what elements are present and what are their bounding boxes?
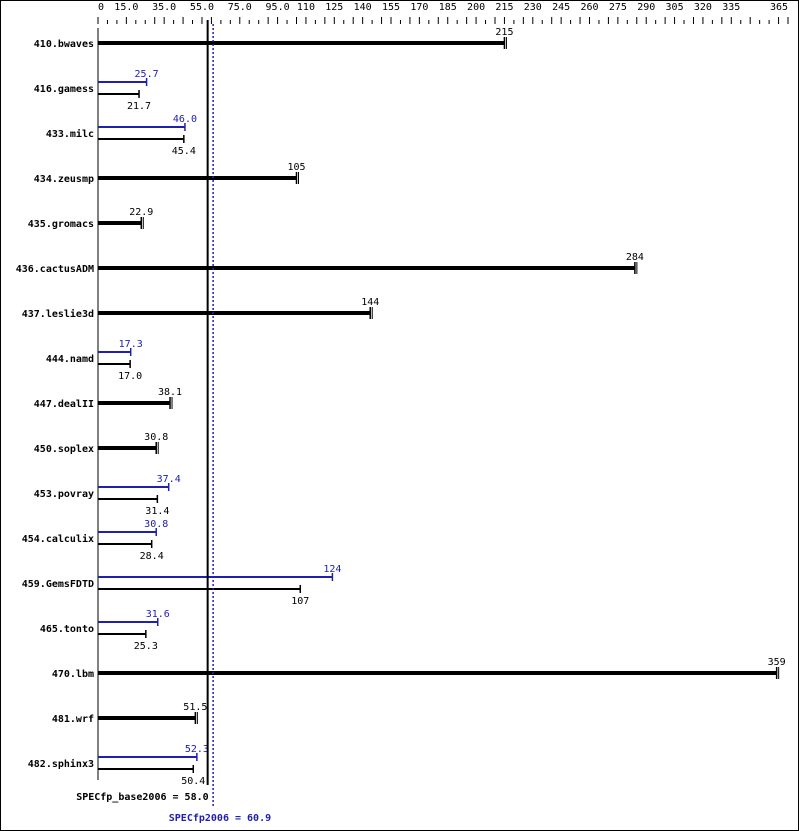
bar-peak — [98, 126, 185, 128]
bar-base-value-label: 21.7 — [127, 101, 151, 112]
bar-base-value-label: 31.4 — [145, 506, 169, 517]
bar-peak-value-label: 17.3 — [119, 339, 143, 350]
base-mean-label: SPECfp_base2006 = 58.0 — [76, 792, 208, 803]
bar-base — [98, 266, 635, 270]
benchmark-label: 444.namd — [46, 354, 94, 365]
bar-value-label: 105 — [287, 162, 305, 173]
benchmark-label: 435.gromacs — [28, 219, 94, 230]
benchmark-label: 454.calculix — [22, 533, 94, 545]
bar-base — [98, 671, 777, 675]
x-tick-label: 55.0 — [190, 2, 214, 13]
benchmark-label: 482.sphinx3 — [28, 758, 94, 770]
bar-base — [98, 311, 371, 315]
bar-value-label: 30.8 — [144, 432, 168, 443]
bar-base-value-label: 45.4 — [172, 146, 196, 157]
x-tick-label: 95.0 — [266, 2, 290, 13]
bar-peak — [98, 486, 169, 488]
x-tick-label: 155 — [382, 2, 400, 13]
x-tick-label: 305 — [666, 2, 684, 13]
x-tick-label: 365 — [770, 2, 788, 13]
x-tick-label: 260 — [580, 2, 598, 13]
bar-peak — [98, 531, 157, 533]
benchmark-label: 470.lbm — [52, 669, 94, 680]
benchmark-label: 437.leslie3d — [22, 308, 94, 320]
x-tick-label: 275 — [609, 2, 627, 13]
bar-value-label: 51.5 — [183, 702, 207, 713]
x-tick-label: 290 — [637, 2, 655, 13]
bar-base — [98, 93, 140, 95]
bar-value-label: 215 — [495, 27, 513, 38]
x-tick-label: 245 — [552, 2, 570, 13]
bar-peak — [98, 81, 147, 83]
benchmark-label: 434.zeusmp — [34, 174, 94, 185]
x-tick-label: 170 — [410, 2, 428, 13]
x-tick-label: 110 — [297, 2, 315, 13]
x-tick-label: 15.0 — [114, 2, 138, 13]
bar-base — [98, 768, 194, 770]
x-tick-label: 215 — [495, 2, 513, 13]
benchmark-label: 416.gamess — [34, 84, 94, 95]
bar-value-label: 359 — [768, 657, 786, 668]
bar-peak-value-label: 30.8 — [144, 519, 168, 530]
x-tick-label: 200 — [467, 2, 485, 13]
benchmark-label: 436.cactusADM — [16, 264, 94, 275]
x-tick-label: 0 — [98, 2, 104, 13]
bar-base — [98, 221, 142, 225]
bar-value-label: 22.9 — [129, 207, 153, 218]
x-tick-label: 185 — [439, 2, 457, 13]
benchmark-label: 481.wrf — [52, 714, 94, 725]
benchmark-label: 433.milc — [46, 128, 94, 140]
benchmark-label: 465.tonto — [40, 624, 94, 635]
bar-base — [98, 401, 171, 405]
peak-mean-label: SPECfp2006 = 60.9 — [169, 813, 271, 824]
benchmark-label: 447.dealII — [34, 399, 94, 410]
bar-base-value-label: 28.4 — [140, 551, 164, 562]
bar-base-value-label: 107 — [291, 596, 309, 607]
x-tick-label: 230 — [524, 2, 542, 13]
bar-peak — [98, 351, 131, 353]
bar-base — [98, 41, 505, 45]
bar-base-value-label: 50.4 — [181, 776, 205, 787]
bar-base-value-label: 17.0 — [118, 371, 142, 382]
x-tick-label: 140 — [354, 2, 372, 13]
bar-base — [98, 176, 297, 180]
bar-peak-value-label: 124 — [323, 564, 341, 575]
bar-base — [98, 363, 131, 365]
x-tick-label: 35.0 — [152, 2, 176, 13]
bar-peak — [98, 756, 197, 758]
bar-peak-value-label: 46.0 — [173, 114, 197, 125]
bar-value-label: 38.1 — [158, 387, 182, 398]
bar-value-label: 144 — [361, 297, 379, 308]
benchmark-label: 453.povray — [34, 489, 94, 500]
bar-peak-value-label: 37.4 — [157, 474, 181, 485]
bar-base — [98, 633, 146, 635]
bar-base — [98, 138, 184, 140]
bar-value-label: 284 — [626, 252, 644, 263]
bar-peak — [98, 621, 158, 623]
benchmark-label: 410.bwaves — [34, 39, 94, 50]
bar-peak-value-label: 25.7 — [135, 69, 159, 80]
benchmark-label: 459.GemsFDTD — [22, 579, 94, 590]
x-tick-label: 75.0 — [228, 2, 252, 13]
bar-peak-value-label: 31.6 — [146, 609, 170, 620]
bar-base — [98, 588, 301, 590]
x-tick-label: 125 — [325, 2, 343, 13]
bar-peak — [98, 576, 333, 578]
bar-base — [98, 446, 157, 450]
bar-base — [98, 498, 158, 500]
x-tick-label: 335 — [722, 2, 740, 13]
bar-base — [98, 543, 152, 545]
bar-base-value-label: 25.3 — [134, 641, 158, 652]
benchmark-label: 450.soplex — [34, 444, 94, 455]
x-tick-label: 320 — [694, 2, 712, 13]
bar-base — [98, 716, 196, 720]
bar-peak-value-label: 52.3 — [185, 744, 209, 755]
